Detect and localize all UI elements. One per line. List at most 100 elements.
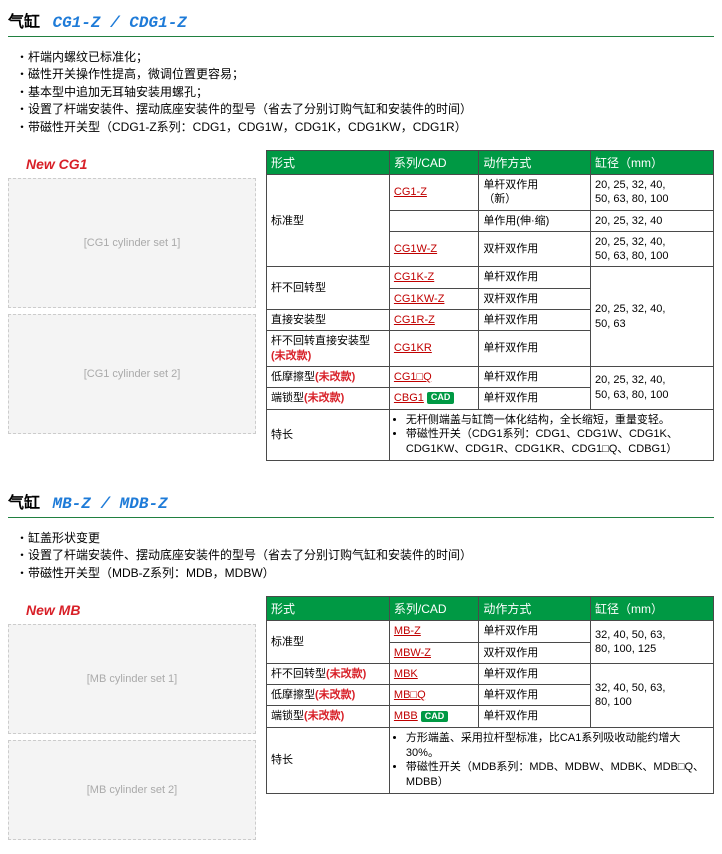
- bullet-item: 设置了杆端安装件、摆动底座安装件的型号（省去了分别订购气缸和安装件的时间）: [16, 547, 714, 564]
- bullet-item: 设置了杆端安装件、摆动底座安装件的型号（省去了分别订购气缸和安装件的时间）: [16, 101, 714, 118]
- bullet-item: 杆端内螺纹已标准化；: [16, 49, 714, 66]
- series-link[interactable]: CG1W-Z: [394, 243, 437, 255]
- table-header: 动作方式: [479, 597, 591, 621]
- table-row: 标准型MB-Z单杆双作用32, 40, 50, 63,80, 100, 125: [267, 621, 714, 642]
- series-link[interactable]: CG1KR: [394, 342, 432, 354]
- spec-table: 形式系列/CAD动作方式缸径（mm）标准型MB-Z单杆双作用32, 40, 50…: [266, 596, 714, 794]
- bore-cell: 32, 40, 50, 63,80, 100: [591, 663, 714, 727]
- section-title: 气缸 CG1-Z / CDG1-Z: [8, 8, 714, 32]
- series-cell: MB□Q: [389, 685, 478, 706]
- table-row: 特长方形端盖、采用拉杆型标准，比CA1系列吸收动能约增大30%。带磁性开关（MD…: [267, 727, 714, 793]
- section-title-label: 气缸: [8, 14, 40, 31]
- action-cell: 单杆双作用: [479, 621, 591, 642]
- section-title-label: 气缸: [8, 495, 40, 512]
- action-cell: 单杆双作用（新）: [479, 174, 591, 210]
- series-cell: CG1K-Z: [389, 267, 478, 288]
- cad-badge: CAD: [427, 392, 455, 404]
- series-cell: CBG1CAD: [389, 388, 478, 409]
- section-title-code: MB-Z / MDB-Z: [52, 495, 167, 513]
- feature-content-cell: 方形端盖、采用拉杆型标准，比CA1系列吸收动能约增大30%。带磁性开关（MDB系…: [389, 727, 713, 793]
- series-link[interactable]: CG1R-Z: [394, 314, 435, 326]
- bore-cell: 20, 25, 32, 40: [591, 210, 714, 231]
- product-image: [MB cylinder set 2]: [8, 740, 256, 840]
- series-cell: CG1□Q: [389, 366, 478, 387]
- series-link[interactable]: MBB: [394, 710, 418, 722]
- table-row: 标准型CG1-Z单杆双作用（新）20, 25, 32, 40,50, 63, 8…: [267, 174, 714, 210]
- series-link[interactable]: MBK: [394, 668, 418, 680]
- action-cell: 单杆双作用: [479, 706, 591, 727]
- table-row: 特长无杆侧端盖与缸筒一体化结构，全长缩短，重量变轻。带磁性开关（CDG1系列：C…: [267, 409, 714, 461]
- section-rule: [8, 517, 714, 518]
- series-link[interactable]: CG1□Q: [394, 371, 432, 383]
- type-cell: 标准型: [267, 174, 390, 266]
- new-badge: New MB: [26, 602, 256, 618]
- series-cell: MBK: [389, 663, 478, 684]
- image-column: New MB[MB cylinder set 1][MB cylinder se…: [8, 596, 256, 846]
- action-cell: 单杆双作用: [479, 331, 591, 367]
- series-cell: MBW-Z: [389, 642, 478, 663]
- section-rule: [8, 36, 714, 37]
- type-cell: 低摩擦型(未改款): [267, 366, 390, 387]
- section-title-code: CG1-Z / CDG1-Z: [52, 14, 186, 32]
- feature-item: 无杆侧端盖与缸筒一体化结构，全长缩短，重量变轻。: [406, 413, 709, 428]
- bullet-item: 磁性开关操作性提高，微调位置更容易；: [16, 66, 714, 83]
- series-cell: CG1KR: [389, 331, 478, 367]
- action-cell: 单杆双作用: [479, 663, 591, 684]
- series-cell: CG1W-Z: [389, 231, 478, 267]
- feature-label-cell: 特长: [267, 409, 390, 461]
- series-cell: MBBCAD: [389, 706, 478, 727]
- bore-cell: 20, 25, 32, 40,50, 63, 80, 100: [591, 231, 714, 267]
- type-cell: 低摩擦型(未改款): [267, 685, 390, 706]
- bullet-item: 基本型中追加无耳轴安装用螺孔；: [16, 84, 714, 101]
- type-cell: 标准型: [267, 621, 390, 664]
- bore-cell: 20, 25, 32, 40,50, 63, 80, 100: [591, 366, 714, 409]
- feature-bullets: 缸盖形状变更设置了杆端安装件、摆动底座安装件的型号（省去了分别订购气缸和安装件的…: [16, 530, 714, 582]
- series-cell: CG1KW-Z: [389, 288, 478, 309]
- series-cell: CG1R-Z: [389, 310, 478, 331]
- action-cell: 单杆双作用: [479, 267, 591, 288]
- bore-cell: 20, 25, 32, 40,50, 63, 80, 100: [591, 174, 714, 210]
- feature-label-cell: 特长: [267, 727, 390, 793]
- cad-badge: CAD: [421, 711, 449, 723]
- table-header: 形式: [267, 150, 390, 174]
- bore-cell: 20, 25, 32, 40,50, 63: [591, 267, 714, 366]
- series-link[interactable]: CBG1: [394, 392, 424, 404]
- table-header: 动作方式: [479, 150, 591, 174]
- series-link[interactable]: CG1K-Z: [394, 271, 434, 283]
- feature-bullets: 杆端内螺纹已标准化；磁性开关操作性提高，微调位置更容易；基本型中追加无耳轴安装用…: [16, 49, 714, 136]
- action-cell: 双杆双作用: [479, 642, 591, 663]
- series-cell: [389, 210, 478, 231]
- feature-item: 带磁性开关（MDB系列：MDB、MDBW、MDBK、MDB□Q、MDBB）: [406, 760, 709, 790]
- series-link[interactable]: CG1KW-Z: [394, 293, 445, 305]
- table-row: 杆不回转型CG1K-Z单杆双作用20, 25, 32, 40,50, 63: [267, 267, 714, 288]
- series-link[interactable]: MB-Z: [394, 625, 421, 637]
- feature-content-cell: 无杆侧端盖与缸筒一体化结构，全长缩短，重量变轻。带磁性开关（CDG1系列：CDG…: [389, 409, 713, 461]
- bullet-item: 缸盖形状变更: [16, 530, 714, 547]
- feature-item: 方形端盖、采用拉杆型标准，比CA1系列吸收动能约增大30%。: [406, 731, 709, 761]
- table-row: 杆不回转型(未改款)MBK单杆双作用32, 40, 50, 63,80, 100: [267, 663, 714, 684]
- table-header: 系列/CAD: [389, 597, 478, 621]
- new-badge: New CG1: [26, 156, 256, 172]
- table-header: 缸径（mm）: [591, 150, 714, 174]
- action-cell: 单杆双作用: [479, 388, 591, 409]
- product-image: [CG1 cylinder set 1]: [8, 178, 256, 308]
- section-title: 气缸 MB-Z / MDB-Z: [8, 489, 714, 513]
- series-cell: MB-Z: [389, 621, 478, 642]
- action-cell: 单杆双作用: [479, 685, 591, 706]
- bullet-item: 带磁性开关型（MDB-Z系列：MDB，MDBW）: [16, 565, 714, 582]
- series-link[interactable]: MB□Q: [394, 689, 426, 701]
- product-image: [CG1 cylinder set 2]: [8, 314, 256, 434]
- type-cell: 杆不回转型(未改款): [267, 663, 390, 684]
- type-cell: 端锁型(未改款): [267, 706, 390, 727]
- series-link[interactable]: CG1-Z: [394, 186, 427, 198]
- table-row: 低摩擦型(未改款)CG1□Q单杆双作用20, 25, 32, 40,50, 63…: [267, 366, 714, 387]
- type-cell: 杆不回转直接安装型(未改款): [267, 331, 390, 367]
- bore-cell: 32, 40, 50, 63,80, 100, 125: [591, 621, 714, 664]
- type-cell: 端锁型(未改款): [267, 388, 390, 409]
- action-cell: 单杆双作用: [479, 310, 591, 331]
- series-link[interactable]: MBW-Z: [394, 647, 431, 659]
- table-header: 系列/CAD: [389, 150, 478, 174]
- feature-item: 带磁性开关（CDG1系列：CDG1、CDG1W、CDG1K、CDG1KW、CDG…: [406, 427, 709, 457]
- table-header: 缸径（mm）: [591, 597, 714, 621]
- action-cell: 双杆双作用: [479, 231, 591, 267]
